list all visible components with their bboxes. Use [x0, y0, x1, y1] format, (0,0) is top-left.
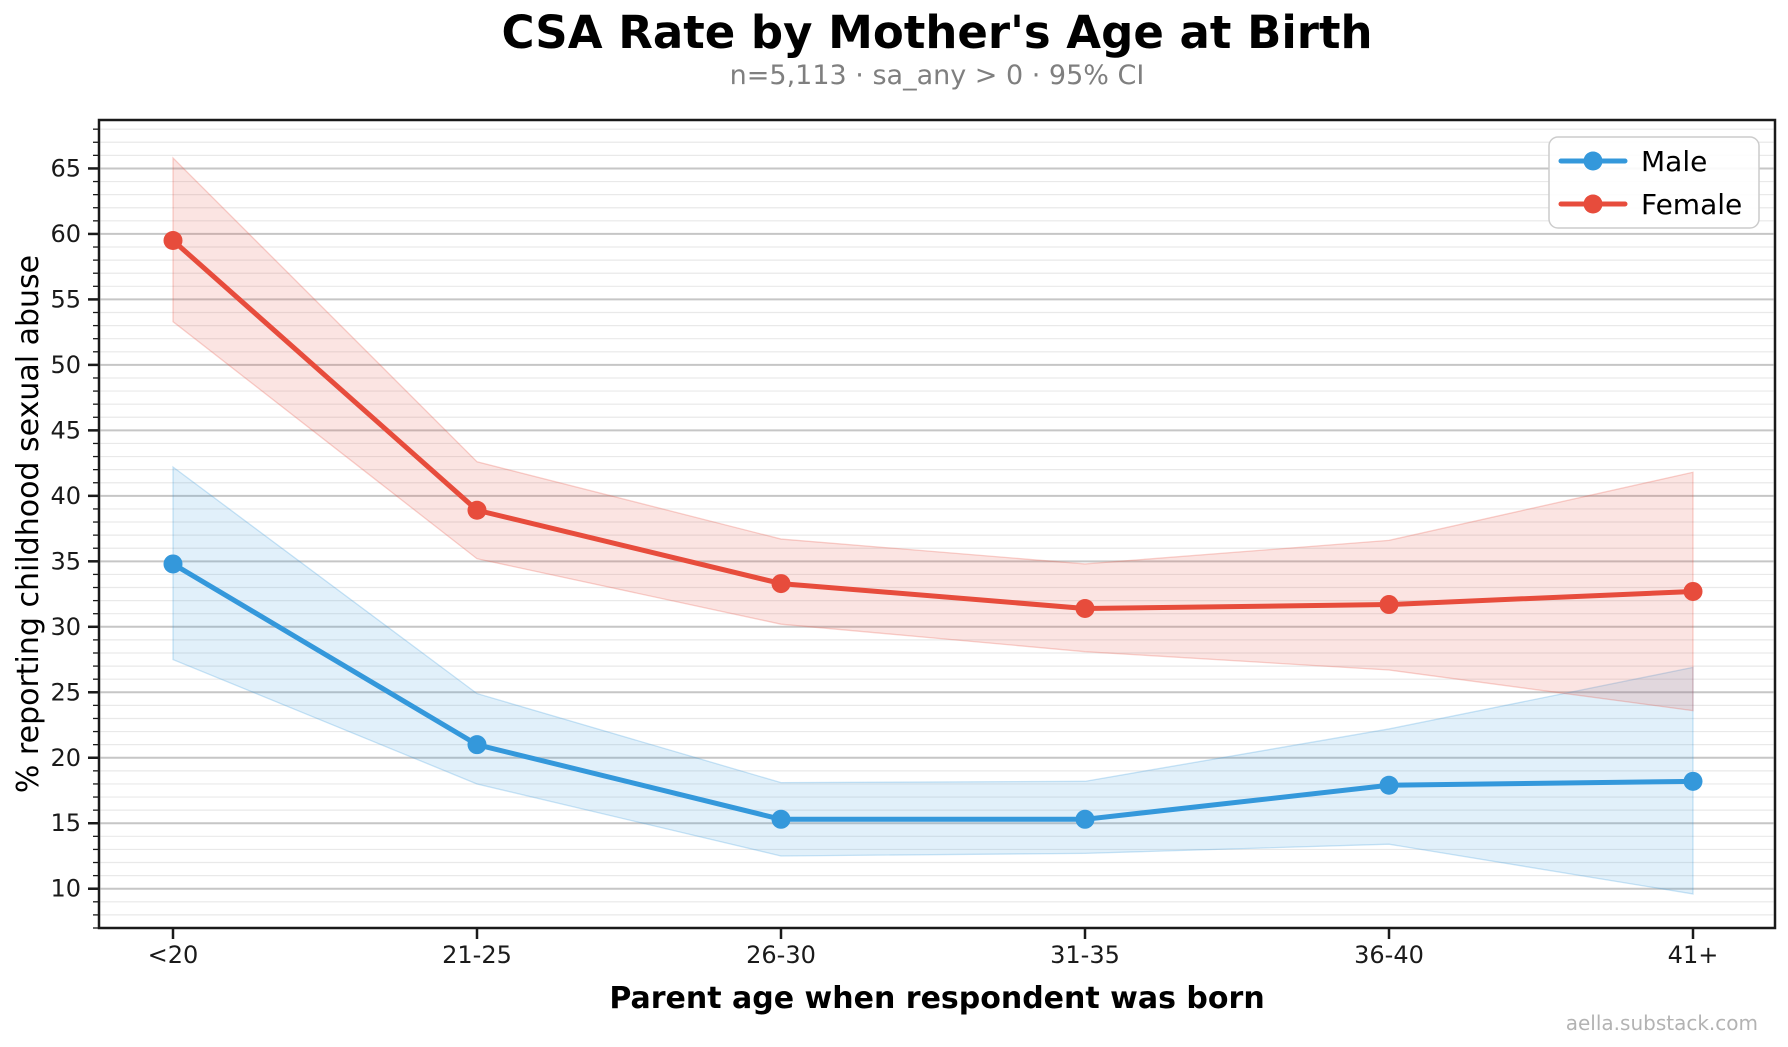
y-tick-label: 65	[50, 154, 81, 182]
x-axis-label: Parent age when respondent was born	[609, 981, 1264, 1016]
y-tick-label: 35	[50, 547, 81, 575]
y-tick-label: 55	[50, 285, 81, 313]
gridlines-layer	[100, 128, 1774, 929]
ci-bands-layer	[172, 156, 1694, 895]
line-female	[170, 237, 1696, 611]
watermark: aella.substack.com	[1566, 1011, 1758, 1035]
legend-entry-female: Female	[1558, 188, 1742, 221]
data-point-female-<20	[163, 230, 183, 250]
x-tick-label: <20	[148, 941, 199, 969]
legend: Male Female	[1548, 136, 1760, 229]
line-male	[170, 561, 1696, 822]
legend-label-male: Male	[1641, 145, 1707, 178]
x-tick-label: 36-40	[1354, 941, 1424, 969]
series-lines-layer	[163, 230, 1703, 829]
ci-band-female	[172, 156, 1694, 712]
x-tick-label: 41+	[1668, 941, 1719, 969]
x-tick-label: 21-25	[442, 941, 512, 969]
data-point-male-26-30	[771, 809, 791, 829]
legend-swatch-female-dot	[1583, 194, 1603, 214]
data-point-female-41+	[1683, 581, 1703, 601]
y-tick-label: 40	[50, 482, 81, 510]
data-point-female-31-35	[1075, 598, 1095, 618]
plot-border	[97, 118, 1777, 930]
data-point-male-36-40	[1379, 775, 1399, 795]
y-tick-label: 60	[50, 220, 81, 248]
y-tick-label: 45	[50, 416, 81, 444]
legend-label-female: Female	[1641, 188, 1742, 221]
y-tick-label: 30	[50, 613, 81, 641]
data-point-male-41+	[1683, 771, 1703, 791]
data-point-female-21-25	[467, 500, 487, 520]
x-tick-label: 26-30	[746, 941, 816, 969]
y-tick-label: 50	[50, 351, 81, 379]
tick-labels-layer: 10 15 20 25 30 35 40 45 50 55 60 65 <20 21-25 26-30 31-…	[50, 154, 1718, 969]
chart-title: CSA Rate by Mother's Age at Birth	[501, 6, 1372, 59]
data-point-male-21-25	[467, 735, 487, 755]
legend-entry-male: Male	[1558, 145, 1707, 178]
data-point-male-<20	[163, 554, 183, 574]
data-point-female-36-40	[1379, 595, 1399, 615]
ci-band-male	[172, 465, 1694, 895]
chart-subtitle: n=5,113 · sa_any > 0 · 95% CI	[730, 60, 1145, 91]
y-axis-label: % reporting childhood sexual abuse	[11, 255, 46, 793]
data-point-male-31-35	[1075, 809, 1095, 829]
x-tick-label: 31-35	[1050, 941, 1120, 969]
data-point-female-26-30	[771, 574, 791, 594]
y-tick-label: 15	[50, 809, 81, 837]
y-tick-label: 25	[50, 678, 81, 706]
legend-swatch-male-dot	[1583, 151, 1603, 171]
y-tick-label: 10	[50, 875, 81, 903]
y-tick-label: 20	[50, 744, 81, 772]
